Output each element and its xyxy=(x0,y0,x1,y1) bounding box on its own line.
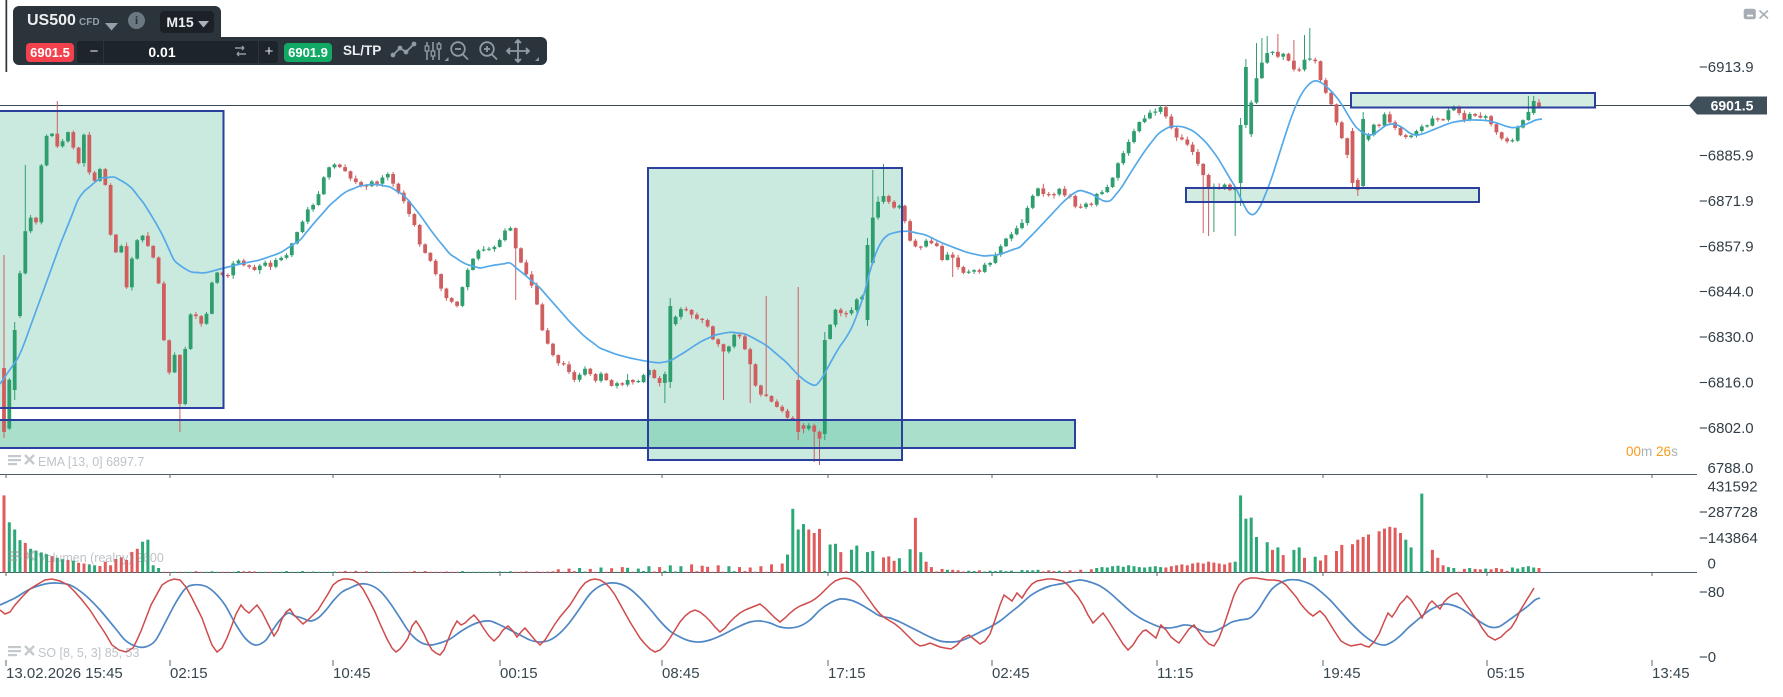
svg-text:08:45: 08:45 xyxy=(662,665,700,682)
svg-text:6901.5: 6901.5 xyxy=(1711,98,1754,114)
svg-text:−287728: −287728 xyxy=(1699,504,1758,521)
svg-text:02:15: 02:15 xyxy=(170,665,208,682)
svg-text:−143864: −143864 xyxy=(1699,530,1758,547)
svg-text:EMA [13, 0] 6897.7: EMA [13, 0] 6897.7 xyxy=(38,455,144,469)
svg-text:02:45: 02:45 xyxy=(992,665,1030,682)
svg-text:17:15: 17:15 xyxy=(828,665,866,682)
svg-text:−6913.9: −6913.9 xyxy=(1699,59,1754,76)
svg-text:19:45: 19:45 xyxy=(1323,665,1361,682)
svg-text:−6802.0: −6802.0 xyxy=(1699,420,1754,437)
svg-text:6788.0: 6788.0 xyxy=(1708,460,1754,477)
svg-text:Volumen (realny) 2600: Volumen (realny) 2600 xyxy=(38,551,164,565)
svg-text:SO [8, 5, 3] 85, 53: SO [8, 5, 3] 85, 53 xyxy=(38,646,140,660)
svg-text:13.02.2026 15:45: 13.02.2026 15:45 xyxy=(6,665,123,682)
svg-text:−6871.9: −6871.9 xyxy=(1699,193,1754,210)
svg-text:11:15: 11:15 xyxy=(1157,665,1193,682)
svg-text:00m 26s: 00m 26s xyxy=(1626,444,1678,459)
svg-text:−6844.0: −6844.0 xyxy=(1699,284,1754,301)
svg-text:−6816.0: −6816.0 xyxy=(1699,375,1754,392)
svg-text:−6830.0: −6830.0 xyxy=(1699,329,1754,346)
svg-text:13:45: 13:45 xyxy=(1652,665,1690,682)
svg-text:−6857.9: −6857.9 xyxy=(1699,239,1754,256)
svg-text:00:15: 00:15 xyxy=(500,665,538,682)
svg-text:10:45: 10:45 xyxy=(333,665,371,682)
svg-text:0: 0 xyxy=(1708,556,1716,573)
svg-text:−80: −80 xyxy=(1699,584,1724,601)
svg-text:431592: 431592 xyxy=(1708,479,1758,496)
svg-text:05:15: 05:15 xyxy=(1487,665,1525,682)
svg-text:−0: −0 xyxy=(1699,649,1716,666)
svg-text:−6885.9: −6885.9 xyxy=(1699,148,1754,165)
